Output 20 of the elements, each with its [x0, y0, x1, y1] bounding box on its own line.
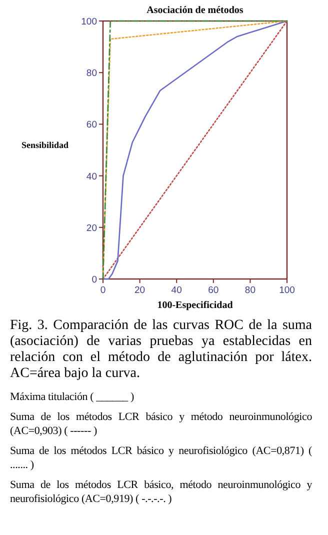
x-tick-label: 60	[208, 285, 219, 296]
y-tick-label: 20	[86, 222, 97, 234]
y-tick-label: 80	[86, 68, 97, 80]
y-tick-label: 100	[81, 16, 97, 28]
x-axis-title: 100-Especificidad	[157, 300, 234, 311]
y-tick-label: 40	[86, 171, 97, 182]
y-tick-label: 0	[92, 274, 97, 286]
text: Suma de los métodos LCR básico y método neuroinmunológico (AC=0,903) ( ------ )	[10, 410, 312, 438]
caption: Fig. 3. Comparación de las curvas ROC de la suma (asociación) de varias pruebas ya establecidas en relación con el método de aglutinación por látex. AC=área bajo la curva.	[10, 318, 312, 382]
text: Suma de los métodos LCR básico, método neuroinmunológico y neurofisiológico (AC=0,919) ( -.-.-.-. )	[10, 478, 312, 506]
x-tick-label: 100	[279, 285, 295, 296]
y-tick-label: 60	[86, 120, 97, 131]
text: Máxima titulación ( ______ )	[10, 390, 135, 404]
chart-title: Asociación de métodos	[146, 5, 244, 16]
x-tick-label: 20	[134, 285, 146, 296]
x-tick-label: 80	[244, 285, 256, 296]
x-tick-label: 0	[100, 285, 106, 296]
text: Suma de los métodos LCR básico y neurofisiológico (AC=0,871) ( ....... )	[10, 444, 312, 472]
y-axis-title: Sensibilidad	[21, 140, 69, 150]
x-tick-label: 40	[171, 285, 182, 296]
